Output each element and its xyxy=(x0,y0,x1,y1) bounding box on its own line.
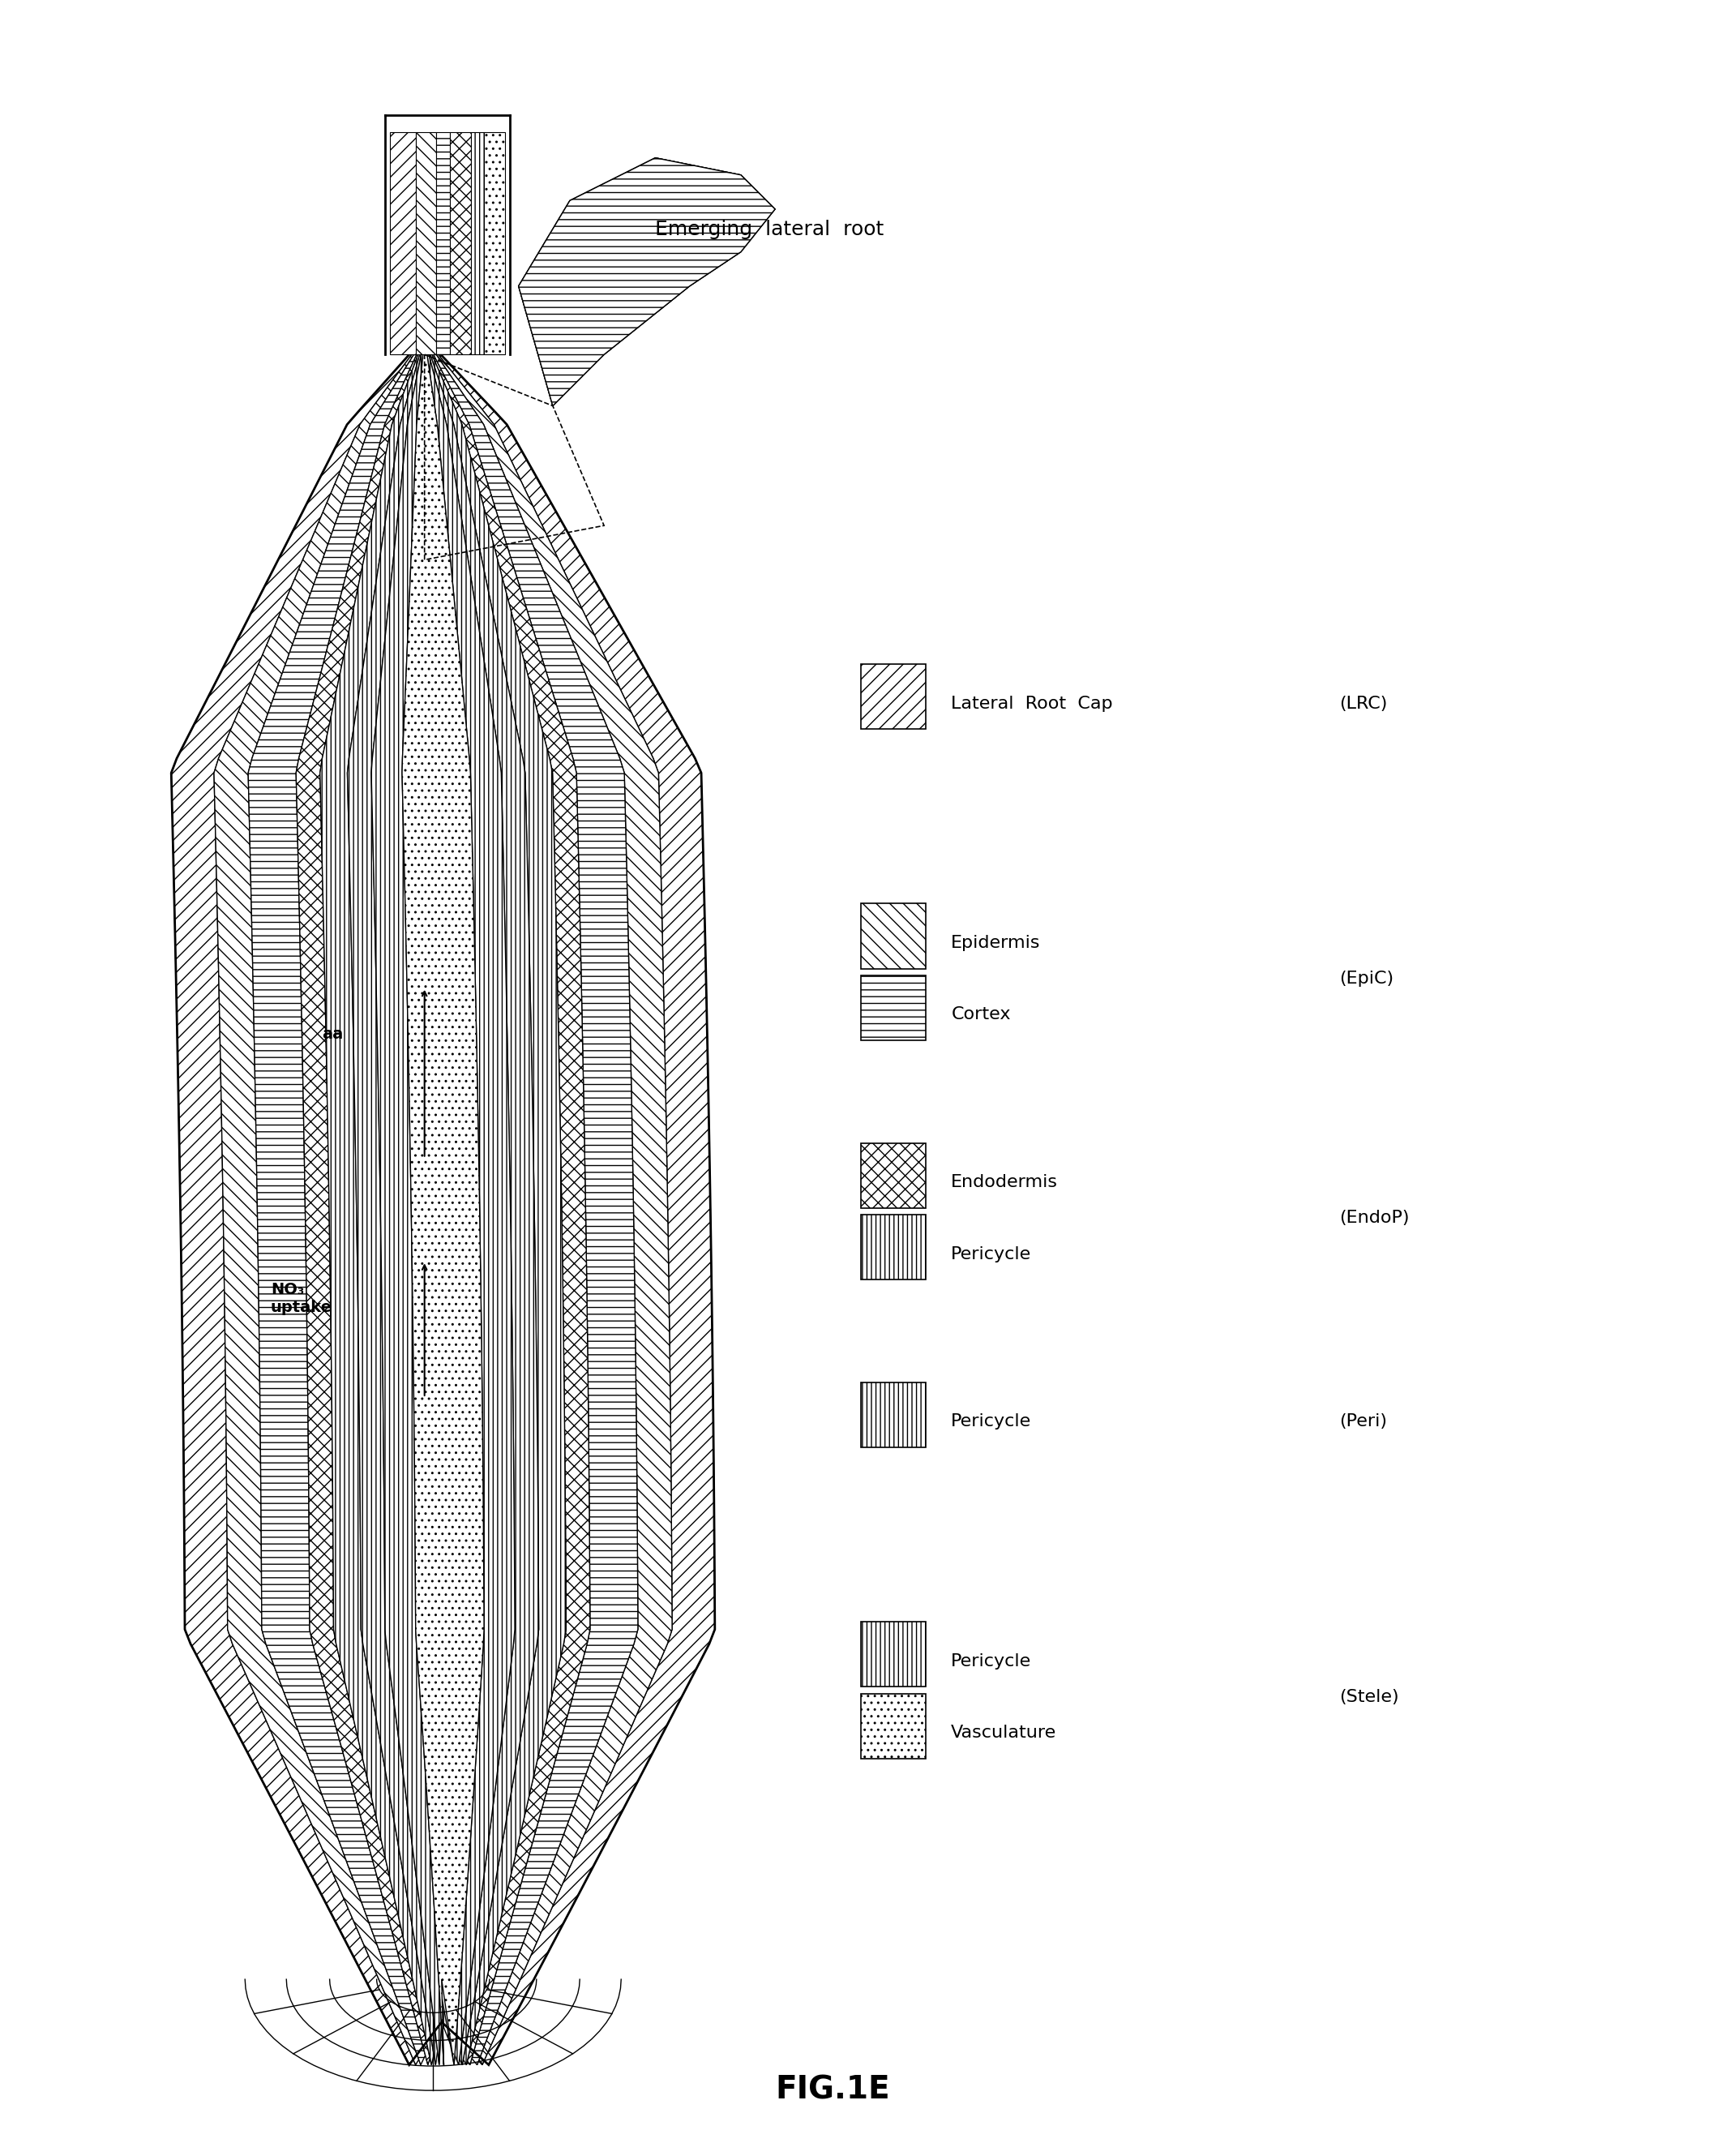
Text: Epidermis: Epidermis xyxy=(952,936,1041,951)
Text: Pericycle: Pericycle xyxy=(952,1246,1031,1261)
Polygon shape xyxy=(403,338,484,2065)
Polygon shape xyxy=(213,338,673,2065)
Polygon shape xyxy=(518,157,774,405)
Polygon shape xyxy=(518,157,774,405)
Text: Emerging  lateral  root: Emerging lateral root xyxy=(656,220,885,239)
Text: FIG.1E: FIG.1E xyxy=(774,2074,890,2106)
Polygon shape xyxy=(172,338,714,2065)
Text: Vasculature: Vasculature xyxy=(952,1725,1057,1742)
Polygon shape xyxy=(451,132,470,354)
Bar xyxy=(860,1695,926,1759)
Polygon shape xyxy=(296,338,590,2065)
Bar xyxy=(860,1214,926,1281)
Text: (LRC): (LRC) xyxy=(1339,696,1387,711)
Polygon shape xyxy=(391,132,416,354)
Polygon shape xyxy=(248,338,638,2065)
Text: Pericycle: Pericycle xyxy=(952,1654,1031,1669)
Polygon shape xyxy=(348,338,539,2065)
Text: Endodermis: Endodermis xyxy=(952,1175,1058,1190)
Polygon shape xyxy=(403,338,484,2065)
Polygon shape xyxy=(372,338,515,2065)
Bar xyxy=(860,1143,926,1207)
Text: (EndoP): (EndoP) xyxy=(1339,1210,1409,1227)
Text: Pericycle: Pericycle xyxy=(952,1414,1031,1429)
Polygon shape xyxy=(296,338,590,2065)
Text: (Stele): (Stele) xyxy=(1339,1688,1399,1705)
Bar xyxy=(860,664,926,729)
Polygon shape xyxy=(437,132,451,354)
Bar xyxy=(860,1382,926,1447)
Polygon shape xyxy=(320,338,566,2065)
Text: Cortex: Cortex xyxy=(952,1007,1010,1022)
Polygon shape xyxy=(213,338,673,2065)
Bar xyxy=(860,903,926,968)
Text: aa: aa xyxy=(322,1026,342,1041)
Text: NO₃
uptake: NO₃ uptake xyxy=(270,1283,332,1315)
Text: (EpiC): (EpiC) xyxy=(1339,970,1394,987)
Polygon shape xyxy=(320,338,566,2065)
Bar xyxy=(860,975,926,1041)
Polygon shape xyxy=(248,338,638,2065)
Bar xyxy=(860,1621,926,1686)
Polygon shape xyxy=(470,132,484,354)
Polygon shape xyxy=(372,338,515,2065)
Polygon shape xyxy=(518,157,774,405)
Polygon shape xyxy=(348,338,539,2065)
Text: Lateral  Root  Cap: Lateral Root Cap xyxy=(952,696,1113,711)
Polygon shape xyxy=(416,132,437,354)
Text: (Peri): (Peri) xyxy=(1339,1414,1387,1429)
Polygon shape xyxy=(484,132,504,354)
